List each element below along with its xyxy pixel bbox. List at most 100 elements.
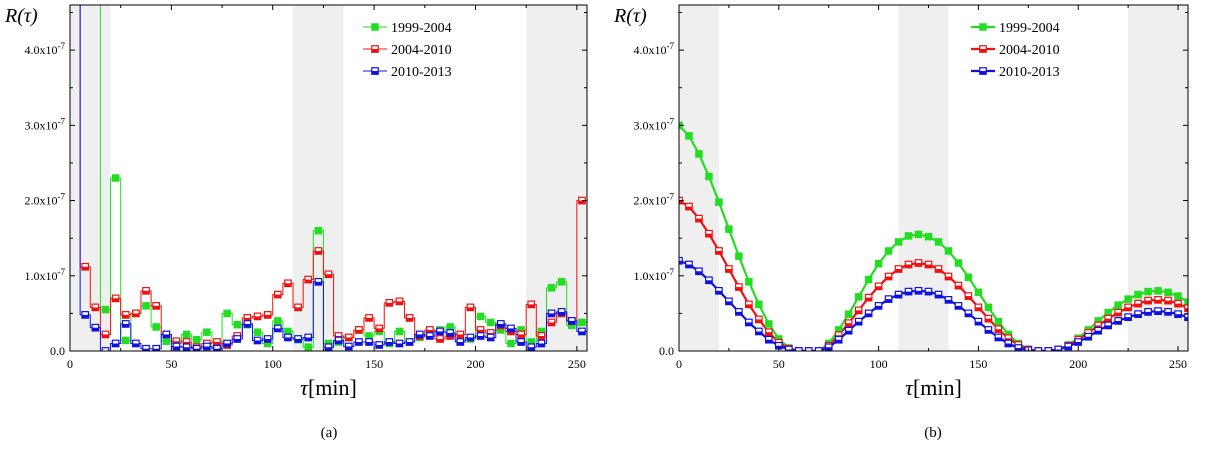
x-tick-label: 0: [676, 357, 682, 371]
x-tick-label: 250: [568, 357, 586, 371]
data-point: [263, 311, 272, 319]
y-tick-mantissa: 3.0x10: [25, 118, 58, 132]
data-point: [203, 328, 211, 336]
y-axis-label: R(τ): [4, 5, 38, 27]
data-point-fill: [294, 338, 302, 343]
data-point-fill: [517, 334, 525, 338]
data-point-fill: [745, 304, 753, 308]
y-tick-label: 4.0x10-7: [634, 41, 675, 57]
legend-item: 2004-2010: [363, 43, 452, 58]
data-point: [954, 281, 963, 290]
data-point-fill: [835, 339, 842, 343]
data-point-fill: [507, 331, 515, 335]
data-point: [834, 335, 843, 344]
data-point-fill: [426, 329, 434, 334]
data-point: [1034, 347, 1043, 351]
data-point: [715, 247, 723, 255]
data-point-fill: [725, 269, 733, 273]
data-point-fill: [915, 262, 922, 267]
y-tick-label: 0.0: [659, 344, 674, 358]
legend-label: 2004-2010: [391, 43, 452, 58]
data-point: [132, 339, 140, 348]
data-point: [1014, 344, 1023, 351]
data-point-fill: [885, 299, 892, 303]
data-point-outline: [1044, 347, 1053, 351]
data-point: [507, 339, 515, 348]
data-point: [1104, 321, 1113, 330]
data-point-fill: [725, 301, 733, 305]
data-point-fill: [965, 296, 972, 300]
data-point: [365, 314, 373, 322]
data-point: [567, 317, 576, 325]
data-point: [101, 305, 110, 314]
data-point: [294, 335, 302, 343]
data-point: [874, 302, 883, 310]
data-point: [1114, 317, 1122, 325]
data-point-fill: [679, 200, 683, 204]
data-point: [804, 347, 813, 351]
data-point: [547, 284, 556, 292]
data-point-fill: [365, 341, 373, 346]
x-tick-label: 200: [466, 357, 484, 371]
data-point: [1184, 313, 1188, 322]
data-point-fill: [845, 330, 852, 334]
data-point: [814, 347, 823, 351]
y-axis-label: R(τ): [613, 5, 647, 27]
data-point: [844, 310, 853, 318]
data-point-fill: [985, 329, 992, 334]
data-point: [233, 320, 242, 329]
data-point: [365, 338, 373, 346]
data-point-fill: [538, 343, 545, 347]
data-point: [395, 339, 404, 348]
data-point-fill: [284, 283, 292, 287]
data-point-outline: [794, 347, 803, 351]
data-point-fill: [945, 276, 952, 280]
data-point: [263, 335, 272, 343]
data-point: [924, 232, 933, 241]
data-point: [122, 336, 130, 345]
data-point: [436, 327, 444, 336]
data-point-fill: [467, 307, 474, 311]
data-point-fill: [1134, 303, 1142, 307]
data-point: [894, 290, 903, 299]
x-axis-symbol: τ: [300, 375, 309, 400]
data-point: [172, 342, 181, 351]
data-point-fill: [1055, 349, 1062, 351]
data-point: [121, 311, 130, 319]
legend-marker: [979, 45, 987, 53]
data-point: [934, 265, 943, 273]
data-point-fill: [527, 347, 535, 351]
legend-marker-fill: [979, 49, 987, 53]
data-point-fill: [895, 269, 902, 273]
data-point: [1174, 292, 1182, 300]
data-point: [874, 282, 883, 291]
data-point: [1174, 310, 1182, 318]
data-point-fill: [695, 271, 703, 275]
data-point-fill: [925, 291, 932, 295]
data-point: [1114, 308, 1122, 317]
x-tick-label: 150: [365, 357, 383, 371]
data-point: [496, 320, 505, 328]
data-point: [1054, 345, 1063, 351]
data-point-fill: [467, 337, 474, 341]
data-point-fill: [1154, 299, 1162, 304]
legend-item: 1999-2004: [363, 21, 452, 36]
data-point: [679, 256, 683, 265]
data-point-fill: [244, 323, 251, 328]
series-line-1999-2004: [679, 124, 1188, 351]
data-point-fill: [193, 348, 200, 351]
data-point-fill: [426, 335, 434, 340]
data-point: [1184, 298, 1188, 306]
data-point: [385, 299, 394, 307]
data-point-fill: [386, 302, 393, 307]
data-point: [385, 338, 394, 346]
data-point: [1174, 299, 1182, 308]
data-point-fill: [995, 337, 1002, 341]
data-point: [715, 198, 723, 206]
data-point: [324, 343, 333, 351]
data-point: [884, 272, 893, 281]
data-point: [405, 338, 414, 346]
data-point: [1134, 310, 1142, 318]
data-point-fill: [345, 346, 353, 350]
data-point: [1044, 347, 1053, 351]
